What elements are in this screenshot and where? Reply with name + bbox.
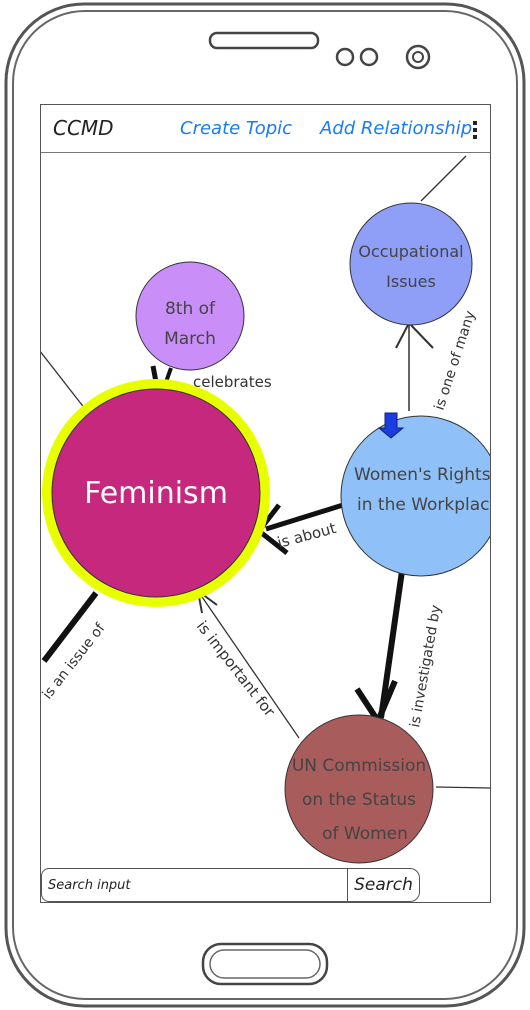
- search-bar: Search: [41, 868, 421, 902]
- node-womens-rights-in-the-workplace[interactable]: Women's Rights in the Workplace: [340, 415, 491, 577]
- overflow-menu-icon[interactable]: [472, 119, 478, 141]
- node-label: Occupational: [358, 242, 463, 261]
- node-label: Women's Rights: [354, 465, 491, 485]
- edge-line: [420, 155, 467, 202]
- front-camera-icon: [405, 44, 431, 70]
- edge-line: [41, 591, 99, 663]
- node-label: in the Workplace: [357, 495, 491, 515]
- edge-label-is-an-issue-of: is an issue of: [41, 620, 109, 703]
- home-button[interactable]: [201, 942, 329, 986]
- edge-line: [435, 786, 490, 789]
- node-label: Feminism: [84, 476, 228, 511]
- create-topic-button[interactable]: Create Topic: [180, 118, 293, 139]
- edge-label-celebrates: celebrates: [193, 373, 272, 391]
- edge-line: [378, 570, 405, 719]
- node-8th-of-march[interactable]: 8th of March: [135, 261, 245, 371]
- sensor-icon: [359, 47, 379, 67]
- edge-label-is-one-of-many: is one of many: [432, 309, 479, 412]
- node-un-commission-on-the-status-of-women[interactable]: UN Commission on the Status of Women: [284, 714, 434, 864]
- search-button[interactable]: Search: [347, 868, 420, 902]
- top-app-bar: CCMD Create Topic Add Relationship: [41, 105, 490, 153]
- app-title: CCMD: [53, 116, 114, 140]
- node-label: Issues: [386, 272, 436, 291]
- node-feminism[interactable]: Feminism: [42, 379, 270, 607]
- edge-line: [197, 590, 300, 739]
- node-label: of Women: [322, 824, 408, 844]
- node-label: March: [164, 329, 216, 349]
- concept-map[interactable]: Feminism 8th of March Occupational Issue…: [41, 153, 491, 864]
- add-relationship-button[interactable]: Add Relationship: [320, 118, 473, 139]
- selection-arrow-icon: [377, 412, 405, 439]
- edge-line: [265, 502, 344, 532]
- node-label: on the Status: [302, 790, 416, 810]
- search-input[interactable]: [41, 868, 349, 902]
- sensor-icon: [335, 47, 355, 67]
- node-label: UN Commission: [292, 756, 426, 776]
- speaker-grille: [208, 31, 320, 50]
- edge-label-is-investigated-by: is investigated by: [407, 604, 444, 729]
- app-screen: CCMD Create Topic Add Relationship: [40, 104, 491, 903]
- edge-label-is-important-for: is important for: [193, 617, 279, 720]
- node-occupational-issues[interactable]: Occupational Issues: [349, 202, 473, 326]
- arrowhead-icon: [395, 321, 434, 349]
- node-label: 8th of: [165, 299, 216, 319]
